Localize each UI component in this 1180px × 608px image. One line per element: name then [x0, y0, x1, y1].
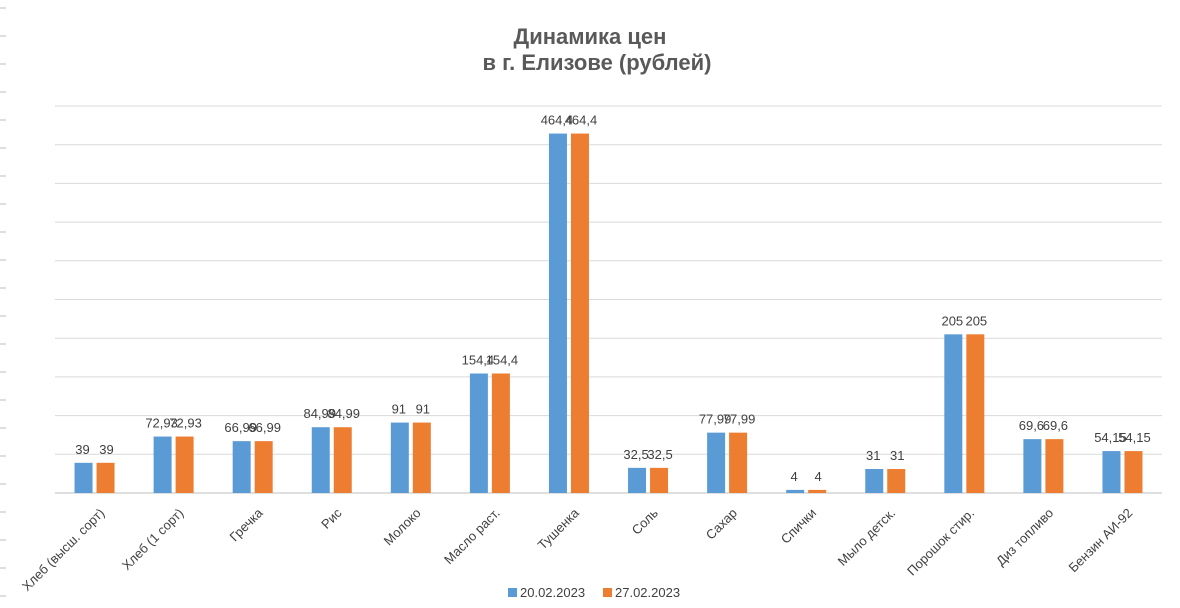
category-label: Диз топливо — [993, 505, 1056, 568]
legend-swatch — [603, 588, 612, 597]
bar-series-2 — [729, 432, 748, 493]
category-axis-labels: Хлеб (высш. сорт) Хлеб (1 сорт) Гречка Рис М… — [19, 505, 1135, 594]
bar-series-1 — [944, 334, 963, 493]
bar-series-1 — [232, 441, 251, 493]
bars — [74, 133, 1143, 494]
category-label: Гречка — [226, 505, 266, 545]
bar-series-2 — [491, 373, 510, 493]
data-label: 66,99 — [224, 420, 257, 435]
data-label: 69,6 — [1043, 418, 1068, 433]
data-label: 91 — [392, 402, 406, 417]
bar-series-2 — [333, 427, 352, 493]
data-label: 39 — [75, 442, 89, 457]
bar-series-1 — [865, 469, 884, 493]
data-label: 32,5 — [623, 447, 648, 462]
data-label: 84,99 — [303, 406, 336, 421]
bar-series-1 — [74, 462, 93, 493]
data-label: 154,4 — [486, 352, 519, 367]
bar-series-1 — [628, 467, 647, 493]
category-label: Тушенка — [535, 505, 583, 553]
bar-series-2 — [175, 436, 194, 493]
data-label: 91 — [416, 402, 430, 417]
data-label: 154,4 — [462, 352, 495, 367]
category-label: Бензин АИ-92 — [1066, 505, 1136, 575]
bar-series-1 — [786, 489, 805, 493]
bar-series-2 — [1045, 439, 1064, 493]
data-label: 77,99 — [723, 412, 756, 427]
data-label: 66,99 — [248, 420, 281, 435]
category-label: Спички — [778, 505, 819, 546]
bar-series-2 — [966, 334, 985, 493]
data-label: 205 — [941, 313, 963, 328]
bar-series-1 — [1023, 439, 1042, 493]
bar-series-1 — [311, 427, 330, 493]
bar-series-1 — [153, 436, 172, 493]
gridlines — [55, 105, 1162, 494]
left-edge-tick-marks — [0, 7, 6, 597]
chart-title-line-2: в г. Елизове (рублей) — [483, 50, 712, 75]
bar-series-2 — [96, 462, 115, 493]
legend-label: 20.02.2023 — [520, 585, 585, 600]
data-label: 39 — [99, 442, 113, 457]
category-label: Хлеб (1 сорт) — [119, 505, 187, 573]
data-label: 464,4 — [565, 113, 598, 128]
legend-swatch — [508, 588, 517, 597]
bar-series-1 — [390, 422, 409, 493]
bar-series-2 — [650, 467, 669, 493]
data-label: 72,93 — [169, 416, 202, 431]
data-label: 84,99 — [327, 406, 360, 421]
data-label: 54,15 — [1118, 430, 1151, 445]
category-label: Молоко — [381, 505, 424, 548]
legend: 20.02.2023 27.02.2023 — [508, 585, 680, 600]
data-label: 32,5 — [647, 447, 672, 462]
chart-title-line-1: Динамика цен — [514, 24, 667, 49]
data-label: 72,93 — [145, 416, 178, 431]
legend-label: 27.02.2023 — [615, 585, 680, 600]
data-label: 69,6 — [1019, 418, 1044, 433]
bar-series-1 — [548, 133, 567, 494]
category-label: Рис — [318, 505, 345, 532]
bar-series-1 — [469, 373, 488, 493]
data-label: 77,99 — [699, 412, 732, 427]
bar-series-2 — [254, 441, 273, 493]
data-label: 205 — [965, 313, 987, 328]
data-label: 31 — [866, 448, 880, 463]
category-label: Масло раст. — [441, 505, 503, 567]
category-label: Мыло детск. — [835, 505, 898, 568]
data-label: 54,15 — [1094, 430, 1127, 445]
bar-series-2 — [412, 422, 431, 493]
category-label: Порошок стир. — [904, 505, 977, 578]
category-label: Хлеб (высш. сорт) — [19, 505, 108, 594]
bar-series-2 — [1124, 451, 1143, 493]
bar-series-1 — [707, 432, 726, 493]
category-label: Сахар — [703, 505, 740, 542]
bar-series-1 — [1102, 451, 1121, 493]
data-label: 4 — [815, 469, 822, 484]
bar-series-2 — [570, 133, 589, 494]
bar-series-2 — [808, 489, 827, 493]
bar-series-2 — [887, 469, 906, 493]
data-label: 4 — [791, 469, 798, 484]
data-label: 464,4 — [541, 113, 574, 128]
category-label: Соль — [629, 505, 661, 537]
data-label: 31 — [890, 448, 904, 463]
